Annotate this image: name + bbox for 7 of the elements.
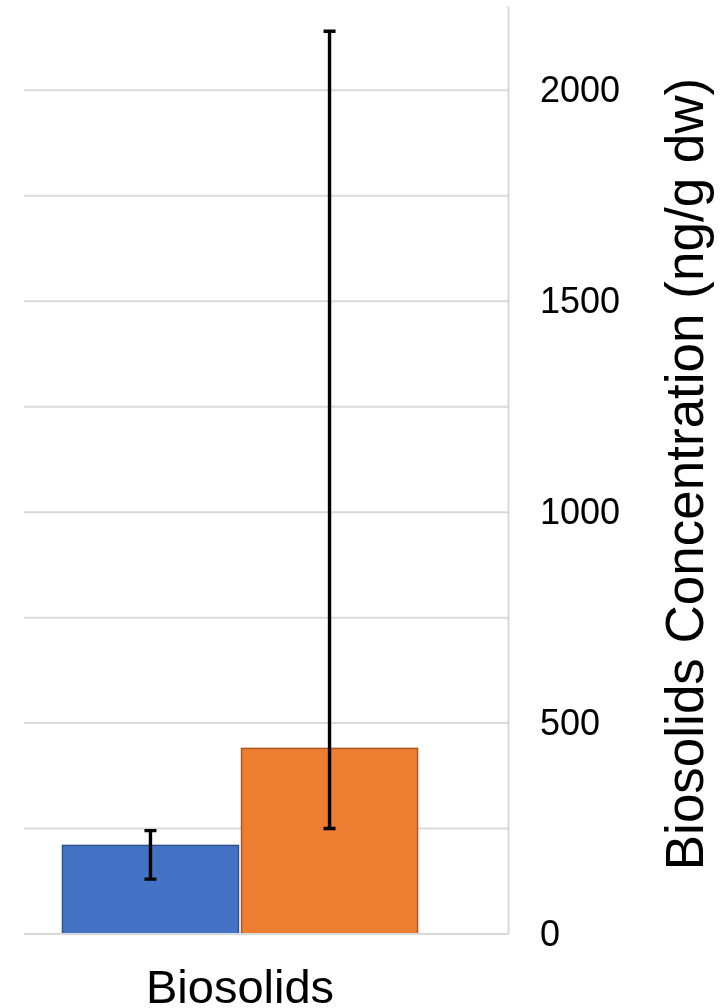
y-tick-label: 1000 xyxy=(540,491,621,533)
y-tick-label: 1500 xyxy=(540,280,621,322)
y-axis-title: Biosolids Concentration (ng/g dw) xyxy=(655,77,714,871)
y-tick-label: 500 xyxy=(540,702,601,744)
y-tick-label: 0 xyxy=(540,913,561,955)
x-tick-label: Biosolids xyxy=(145,960,335,1008)
y-tick-label: 2000 xyxy=(540,69,621,111)
